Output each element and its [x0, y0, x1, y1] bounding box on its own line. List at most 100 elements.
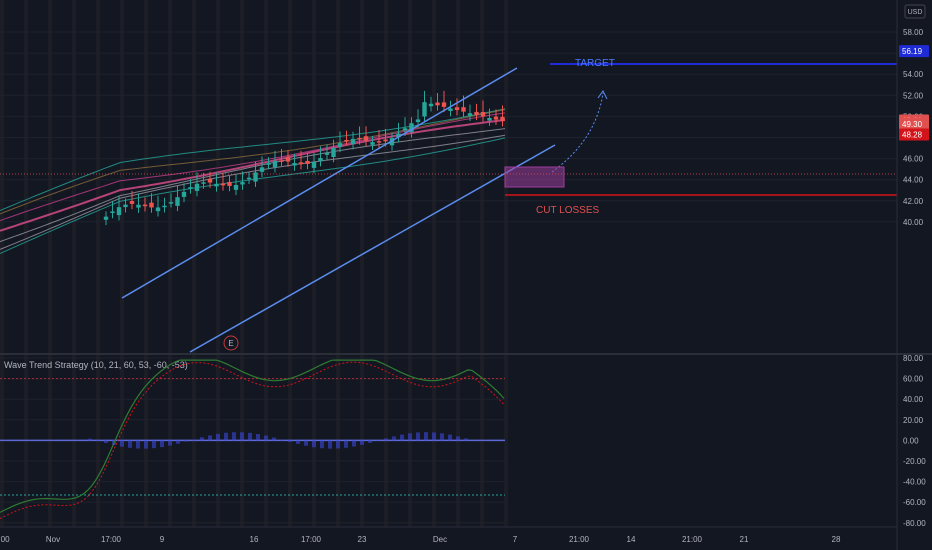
histogram-bar — [176, 440, 180, 444]
channel-lower-line[interactable] — [189, 144, 556, 353]
histogram-bar — [400, 434, 404, 441]
histogram-bar — [128, 440, 132, 448]
histogram-bar — [368, 440, 372, 443]
histogram-bar — [432, 432, 436, 441]
histogram-bar — [344, 440, 348, 448]
candle-body — [487, 117, 492, 121]
histogram-bar — [448, 434, 452, 441]
histogram-bar — [104, 440, 108, 444]
histogram-bar — [136, 440, 140, 449]
histogram-bar — [288, 440, 292, 442]
session-stripe — [408, 0, 412, 527]
candle-body — [207, 178, 213, 183]
candle-body — [311, 161, 317, 168]
session-stripes — [0, 0, 508, 527]
candle-body — [233, 184, 239, 190]
ribbon-line — [0, 128, 506, 243]
indicator-tick-label: -60.00 — [903, 498, 926, 507]
histogram-bar — [160, 440, 164, 448]
histogram-bar — [360, 440, 364, 445]
session-stripe — [432, 0, 436, 527]
session-stripe — [120, 0, 124, 527]
candle-body — [194, 183, 200, 191]
candle-body — [396, 133, 401, 138]
price-tag — [899, 117, 929, 130]
time-tick-label: 14 — [627, 535, 636, 544]
candle-body — [500, 116, 505, 122]
price-tick-label: 40.00 — [903, 218, 924, 227]
candle-body — [422, 102, 427, 117]
candle-body — [279, 160, 284, 162]
wave-trend-line-1 — [0, 359, 505, 513]
currency-badge[interactable] — [904, 4, 926, 19]
time-axis[interactable]: :00 Nov 17:00 9 16 17:00 23 Dec 7 21:00 14 21:00 21 2… — [0, 535, 841, 544]
candle-body — [376, 141, 382, 143]
indicator-axis[interactable]: 80.00 60.00 40.00 20.00 0.00 -20.00 -40.00 -60.… — [903, 354, 926, 528]
candle-body — [227, 181, 232, 186]
entry-zone-box[interactable] — [504, 166, 565, 188]
histogram-bar — [352, 440, 356, 447]
session-stripe — [0, 0, 4, 527]
indicator-tick-label: 40.00 — [903, 395, 924, 404]
candle-body — [214, 183, 219, 187]
session-stripe — [480, 0, 484, 527]
candle-body — [116, 207, 122, 216]
price-tick-label: 42.00 — [903, 197, 924, 206]
candle-body — [103, 216, 109, 220]
candle-body — [461, 107, 466, 112]
session-stripe — [96, 0, 100, 527]
candle-body — [363, 136, 369, 141]
price-tag — [899, 128, 929, 141]
candle-body — [272, 161, 278, 168]
histogram-bar — [184, 440, 188, 442]
histogram-bar — [200, 437, 204, 441]
candle-body — [201, 182, 206, 184]
session-stripe — [312, 0, 316, 527]
wave-trend-line-2 — [0, 361, 505, 520]
indicator-tick-label: -20.00 — [903, 457, 926, 466]
candle-body — [337, 143, 343, 147]
ribbon-line — [0, 112, 506, 222]
candle-body — [181, 191, 187, 197]
candle-body — [324, 153, 330, 155]
channel-upper-line[interactable] — [121, 67, 518, 299]
indicator-tick-label: 60.00 — [903, 375, 924, 384]
earnings-marker[interactable] — [223, 335, 239, 351]
time-tick-label: 23 — [358, 535, 367, 544]
candle-body — [110, 211, 115, 213]
histogram-bar — [152, 440, 156, 449]
histogram-bar — [280, 439, 284, 441]
price-tag — [899, 45, 929, 58]
wave-trend-indicator — [0, 359, 505, 520]
candle-body — [454, 107, 460, 111]
price-tick-label: 46.00 — [903, 155, 924, 164]
candle-body — [441, 102, 447, 107]
histogram-bar — [456, 436, 460, 441]
candle-body — [415, 119, 421, 123]
histogram-bar — [328, 440, 332, 449]
ribbon-line — [0, 118, 506, 232]
candle-body — [162, 205, 167, 208]
candle-body — [383, 139, 388, 142]
histogram-bar — [216, 433, 220, 441]
session-stripe — [384, 0, 388, 527]
candle-body — [305, 160, 310, 164]
session-stripe — [144, 0, 148, 527]
histogram-bar — [208, 435, 212, 441]
histogram-bar — [240, 432, 244, 441]
indicator-title[interactable]: Wave Trend Strategy (10, 21, 60, 53, -60… — [4, 360, 188, 370]
time-tick-label: Dec — [433, 535, 447, 544]
price-tag-label: 56.19 — [902, 47, 923, 56]
price-tick-label: 44.00 — [903, 176, 924, 185]
candle-body — [331, 147, 336, 157]
candle-body — [493, 116, 499, 120]
session-stripe — [240, 0, 244, 527]
candle-body — [389, 138, 395, 146]
candle-body — [220, 183, 226, 186]
candle-body — [292, 163, 297, 166]
candle-body — [435, 102, 440, 106]
time-tick-label: 21 — [740, 535, 749, 544]
histogram-bar — [88, 438, 92, 441]
